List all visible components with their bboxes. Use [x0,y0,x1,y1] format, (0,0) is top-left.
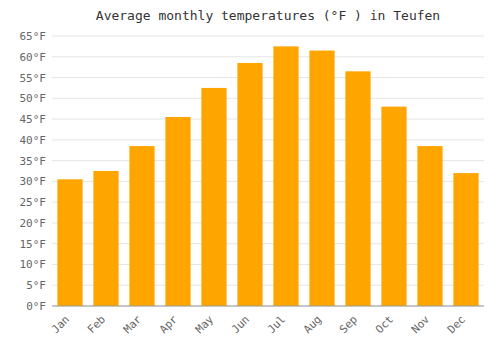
bar [273,46,298,306]
grid-line [52,98,484,99]
y-tick-label: 25°F [20,196,47,209]
chart-svg: Average monthly temperatures (°F ) in Te… [0,0,500,350]
bar [381,107,406,306]
x-tick-label: Jun [229,313,252,336]
y-tick-label: 15°F [20,238,47,251]
x-tick-label: Dec [445,313,468,336]
y-tick-label: 0°F [26,300,46,313]
x-tick-label: Sep [337,313,360,336]
y-tick-label: 40°F [20,134,47,147]
x-axis-line [52,306,484,307]
bar [129,146,154,306]
x-tick-label: May [193,313,217,337]
bar [417,146,442,306]
y-tick-label: 55°F [20,72,47,85]
bar [237,63,262,306]
chart-container: Average monthly temperatures (°F ) in Te… [0,0,500,350]
grid-line [52,56,484,57]
x-tick-label: Jul [265,313,288,336]
x-tick-label: Nov [409,313,433,337]
grid [52,36,484,306]
x-tick-label: Mar [121,313,145,337]
bar [309,51,334,306]
bar [201,88,226,306]
x-tick-label: Aug [301,313,324,336]
grid-line [52,36,484,37]
grid-line [52,139,484,140]
x-tick-label: Jan [49,313,72,336]
x-tick-label: Apr [157,313,181,337]
bar [165,117,190,306]
y-tick-label: 5°F [26,279,46,292]
bar [453,173,478,306]
grid-line [52,119,484,120]
bar [93,171,118,306]
bar [345,71,370,306]
y-tick-label: 60°F [20,51,47,64]
bar [57,179,82,306]
y-tick-label: 50°F [20,92,47,105]
y-tick-label: 35°F [20,155,47,168]
x-tick-label: Feb [85,313,108,336]
x-tick-label: Oct [373,313,396,336]
bars [57,46,478,306]
y-tick-label: 20°F [20,217,47,230]
y-tick-label: 10°F [20,258,47,271]
grid-line [52,77,484,78]
grid-line [52,306,484,307]
title: Average monthly temperatures (°F ) in Te… [96,8,440,23]
y-tick-label: 65°F [20,30,47,43]
y-tick-label: 30°F [20,175,47,188]
y-tick-label: 45°F [20,113,47,126]
